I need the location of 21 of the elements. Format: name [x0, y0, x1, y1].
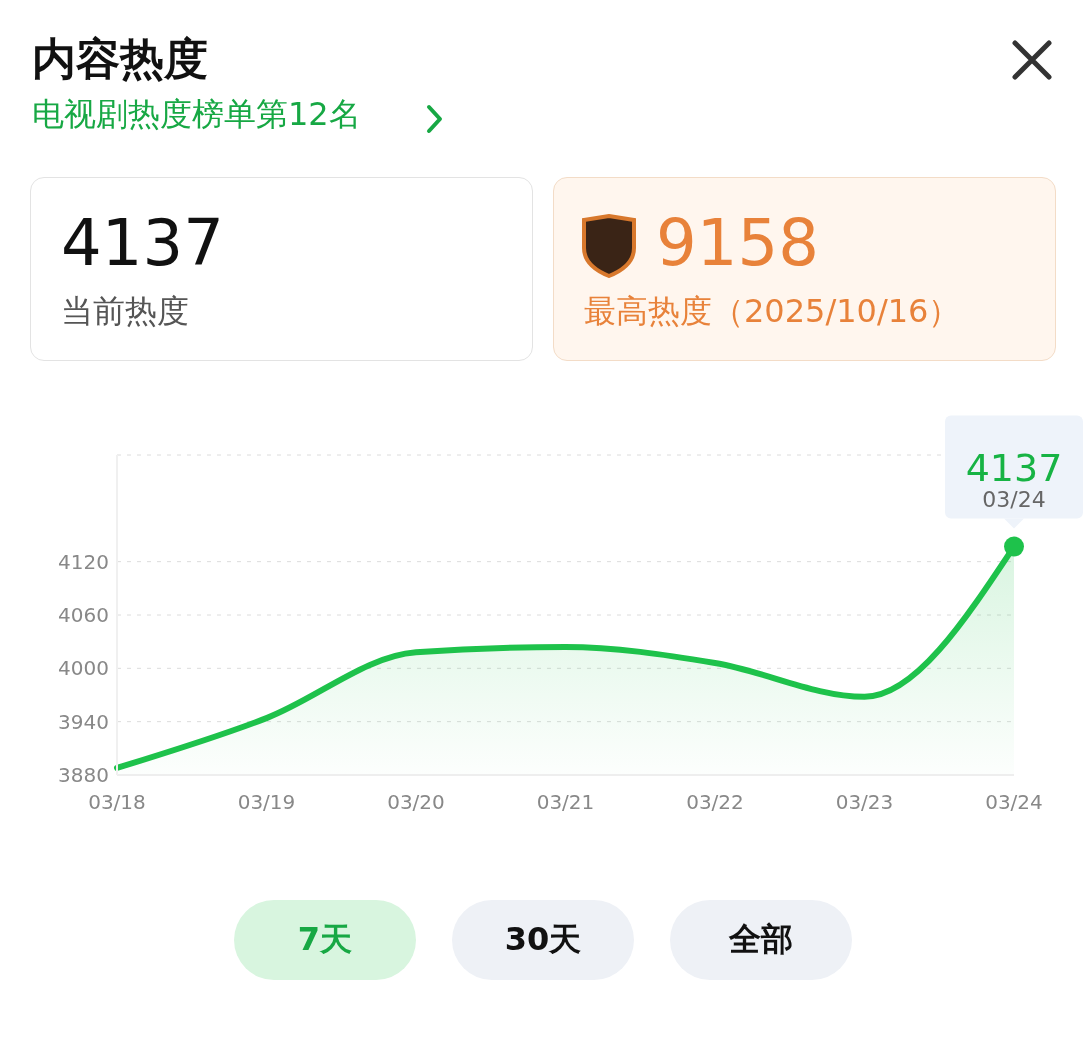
chart-title: 内容热度 [32, 32, 208, 86]
y-tick-label: 3940 [58, 709, 109, 734]
x-tick-label: 03/22 [686, 790, 744, 815]
text: 9158 [656, 206, 819, 280]
x-tick-label: 03/21 [536, 790, 595, 815]
x-tick-label: 03/20 [387, 790, 445, 815]
chart-subtitle: 电视剧热度榜单第12名 [32, 94, 361, 135]
tab-button: 30天 [452, 900, 634, 980]
tab-button: 7天 [234, 900, 416, 980]
text: 4137 [61, 206, 224, 280]
tab-button: 全部 [670, 900, 852, 980]
y-tick-label: 3880 [58, 763, 109, 788]
x-tick-label: 03/19 [237, 790, 296, 815]
text: 当前热度 [61, 291, 189, 332]
x-tick-label: 03/24 [985, 790, 1043, 815]
x-tick-label: 03/18 [88, 790, 146, 815]
y-tick-label: 4060 [58, 603, 109, 628]
text: 最高热度（2025/10/16） [584, 291, 961, 332]
x-tick-label: 03/23 [835, 790, 894, 815]
y-tick-label: 4000 [58, 656, 109, 681]
y-tick-label: 4120 [58, 549, 109, 574]
